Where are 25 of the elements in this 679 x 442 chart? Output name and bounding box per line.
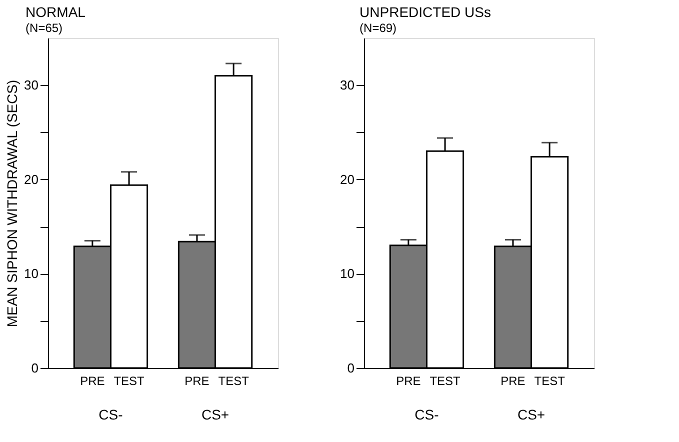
chart-subtitle: (N=69) bbox=[360, 21, 397, 35]
y-tick-label: 10 bbox=[24, 266, 38, 282]
y-tick-label: 30 bbox=[24, 78, 38, 93]
series-label: TEST bbox=[430, 374, 462, 388]
text: TEST bbox=[218, 374, 249, 388]
y-axis-title: MEAN SIPHON WITHDRAWAL (SECS) bbox=[4, 80, 20, 328]
series-label: TEST bbox=[114, 374, 146, 388]
x-tick-label: CS- bbox=[414, 406, 440, 422]
y-tick-label: 30 bbox=[340, 78, 354, 93]
text: PRE bbox=[500, 374, 526, 388]
y-tick-label: 10 bbox=[340, 266, 354, 282]
series-label: PRE bbox=[80, 374, 105, 388]
x-tick-label: CS+ bbox=[201, 406, 230, 422]
text: TEST bbox=[534, 374, 565, 388]
y-tick-label: 0 bbox=[31, 360, 38, 376]
chart-title: NORMAL bbox=[26, 4, 86, 20]
y-tick-label: 20 bbox=[340, 172, 354, 187]
x-tick-label: CS- bbox=[98, 406, 124, 422]
series-label: PRE bbox=[396, 374, 421, 388]
y-tick-label: 20 bbox=[24, 172, 38, 187]
x-tick-label: CS+ bbox=[517, 406, 546, 422]
text: PRE bbox=[184, 374, 210, 388]
chart-subtitle: (N=65) bbox=[26, 21, 63, 35]
chart-title: UNPREDICTED USs bbox=[360, 4, 492, 20]
y-tick-label: 0 bbox=[347, 360, 354, 376]
